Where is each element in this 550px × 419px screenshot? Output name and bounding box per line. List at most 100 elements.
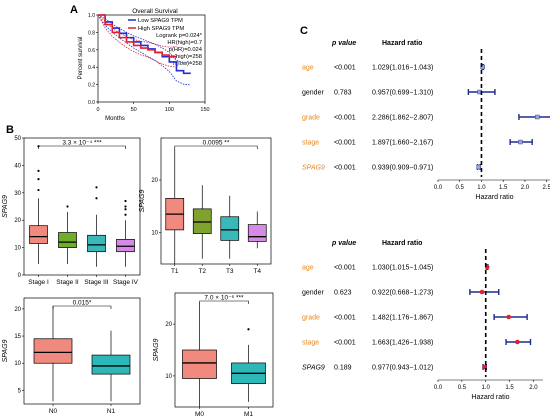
forest-hr-text: 1.482(1.176−1.867) xyxy=(372,315,433,322)
km-line-low xyxy=(98,14,191,75)
significance-bracket xyxy=(52,305,112,309)
box-t-ylabel: SPAG9 xyxy=(139,189,146,212)
forest-pvalue: <0.001 xyxy=(334,165,356,172)
xtick-label: Stage III xyxy=(84,279,108,286)
box-plot-t: 10 20 SPAG9 T1 T2 T3 T4 0.0095 ** xyxy=(139,137,272,275)
forest-point xyxy=(479,289,485,295)
km-stat-line: HR(high)=0.7 xyxy=(167,40,202,46)
km-legend: Low SPAG9 TPM High SPAG9 TPM xyxy=(128,18,184,32)
ytick-label: 5 xyxy=(18,388,22,394)
xtick-label: M1 xyxy=(244,411,253,418)
forest-xtick-label: 0.5 xyxy=(456,185,465,191)
km-ytick-label: 0.0 xyxy=(88,100,95,106)
box-Stage II xyxy=(58,232,77,248)
box-Stage I xyxy=(29,225,48,244)
forest-xlabel: Hazard ratio xyxy=(475,194,513,201)
km-stat-line: n(low)=258 xyxy=(173,61,202,67)
box-t-frame xyxy=(160,137,272,265)
box-T3 xyxy=(220,216,240,241)
km-title: Overall Survival xyxy=(132,8,178,15)
xtick-label: N0 xyxy=(49,408,58,415)
box-Stage III xyxy=(87,234,106,253)
box-outlier xyxy=(37,169,40,172)
panel-label-b: B xyxy=(6,124,14,136)
box-Stage IV xyxy=(116,239,135,253)
xtick-label: T2 xyxy=(198,268,206,275)
box-m-ylabel: SPAG9 xyxy=(153,338,160,361)
forest-point xyxy=(476,164,482,170)
box-outlier xyxy=(37,188,40,192)
box-n-frame xyxy=(23,297,141,405)
km-ytick-label: 0.4 xyxy=(88,65,95,71)
forest-pvalue: <0.001 xyxy=(334,340,356,347)
forest-point xyxy=(506,314,512,320)
box-outlier xyxy=(124,213,127,216)
forest-pvalue: <0.001 xyxy=(334,140,356,147)
forest-xtick-label: 2.0 xyxy=(521,185,530,191)
forest-hr-text: 0.977(0.943−1.012) xyxy=(372,365,433,372)
box-T4 xyxy=(247,224,267,242)
box-stage-ylabel: SPAG9 xyxy=(2,195,9,218)
forest-var-SPAG9: SPAG9 xyxy=(302,365,325,372)
forest-xtick-label: 0.0 xyxy=(434,385,443,391)
ytick-label: 10 xyxy=(151,231,158,237)
km-legend-low: Low SPAG9 TPM xyxy=(138,18,183,24)
forest-xtick-label: 0.0 xyxy=(434,185,443,191)
forest-xtick-label: 1.5 xyxy=(499,185,508,191)
forest-pvalue: 0.189 xyxy=(334,365,352,372)
xtick-label: Stage II xyxy=(56,279,79,286)
ytick-label: 0 xyxy=(18,273,22,279)
forest-header-hr: Hazard ratio xyxy=(382,240,422,247)
ytick-label: 20 xyxy=(14,218,21,224)
box-stage-frame xyxy=(23,137,141,276)
box-N1 xyxy=(91,354,131,375)
km-ytick-label: 1.0 xyxy=(88,13,95,19)
box-plot-n: 5 10 15 20 SPAG9 N0 N1 0.015* xyxy=(2,297,141,415)
significance-annotation: 3.3 × 10⁻⁴ *** xyxy=(62,140,102,147)
forest-var-SPAG9: SPAG9 xyxy=(302,165,325,172)
box-outlier xyxy=(66,205,69,208)
km-ci-upper-1 xyxy=(97,14,177,48)
forest-hr-text: 1.029(1.016−1.043) xyxy=(372,65,433,72)
forest-header-pvalue: p value xyxy=(331,40,356,47)
forest-point xyxy=(518,139,523,145)
km-ytick-label: 0.2 xyxy=(88,83,95,89)
forest-var-gender: gender xyxy=(302,290,324,297)
km-ci-lower-1 xyxy=(97,14,177,68)
xtick-label: T1 xyxy=(171,268,179,275)
km-ci-upper-0 xyxy=(97,14,191,63)
significance-bracket xyxy=(174,145,258,149)
forest-header-hr: Hazard ratio xyxy=(382,40,422,47)
forest-hr-text: 1.030(1.015−1.045) xyxy=(372,265,433,272)
ytick-label: 10 xyxy=(14,361,21,367)
km-xtick-label: 100 xyxy=(165,107,174,113)
ytick-label: 20 xyxy=(151,178,158,184)
box-N0 xyxy=(33,338,73,364)
ytick-label: 50 xyxy=(14,136,21,142)
km-xlabel: Months xyxy=(105,116,125,122)
forest-pvalue: <0.001 xyxy=(334,115,356,122)
forest-plot-univariate: p value Hazard ratio age <0.001 1.029(1.016−… xyxy=(302,40,550,201)
xtick-label: T4 xyxy=(253,268,261,275)
xtick-label: T3 xyxy=(226,268,234,275)
xtick-label: Stage I xyxy=(28,279,49,286)
km-stat-line: n(high)=258 xyxy=(171,54,202,60)
forest-xtick-label: 1.0 xyxy=(477,185,486,191)
km-xtick-label: 50 xyxy=(131,107,137,113)
box-plot-m: 10 20 SPAG9 M0 M1 7.0 × 10⁻⁶ *** xyxy=(153,292,274,418)
xtick-label: Stage IV xyxy=(113,279,139,286)
box-M0 xyxy=(182,349,217,379)
panel-label-c: C xyxy=(300,25,308,37)
km-xtick-label: 0 xyxy=(96,107,99,113)
box-n-ylabel: SPAG9 xyxy=(2,339,9,362)
xtick-label: N1 xyxy=(107,408,116,415)
box-outlier xyxy=(124,199,127,203)
forest-pvalue: <0.001 xyxy=(334,65,356,72)
km-survival-chart: Overall Survival Percent survival Months… xyxy=(78,8,210,122)
forest-var-grade: grade xyxy=(302,115,320,122)
forest-hr-text: 1.663(1.426−1.938) xyxy=(372,340,433,347)
ytick-label: 10 xyxy=(14,246,21,252)
km-legend-high: High SPAG9 TPM xyxy=(138,26,184,32)
box-outlier xyxy=(37,178,40,181)
